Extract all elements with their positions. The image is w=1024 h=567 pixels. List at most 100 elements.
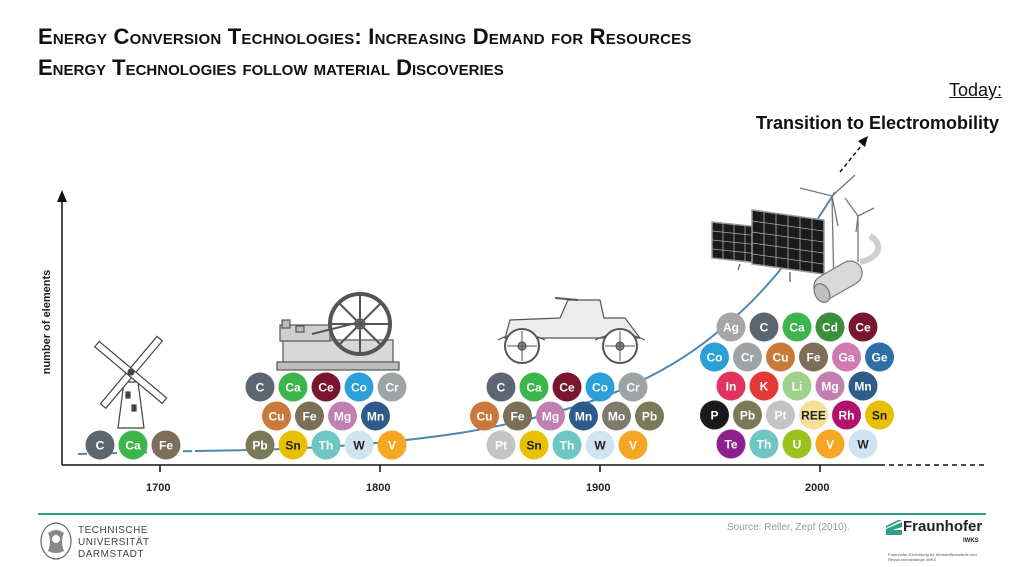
element-fe: Fe [151,430,181,460]
element-c: C [245,372,275,402]
y-axis-arrow [57,190,67,202]
element-symbol: Cr [626,381,640,395]
element-ga: Ga [832,342,861,372]
transition-label: Transition to Electromobility [756,113,1000,133]
element-sn: Sn [519,430,549,460]
element-pt: Pt [766,400,795,430]
element-symbol: Th [319,439,334,453]
tu-line-2: UNIVERSITÄT [78,537,150,548]
element-ag: Ag [716,312,746,342]
element-symbol: Mg [542,410,559,424]
source-citation: Source: Reller, Zepf (2010). [727,522,850,533]
subtitle-prefix: Energy Technologies follow [38,55,314,80]
element-co: Co [344,372,374,402]
element-u: U [782,429,812,459]
x-tick-1800: 1800 [366,482,391,494]
element-circle [602,401,631,431]
page-title: Energy Conversion Technologies: Increasi… [38,24,692,49]
element-circle [618,372,648,402]
element-pb: Pb [635,401,664,431]
element-circle [503,401,532,431]
element-symbol: Co [592,381,608,395]
element-symbol: Cr [741,351,755,365]
element-rh: Rh [832,400,861,430]
element-circle [85,430,115,460]
element-mo: Mo [602,401,631,431]
element-ce: Ce [848,312,878,342]
element-symbol: Ce [318,381,334,395]
element-circle [519,372,549,402]
element-symbol: Cu [477,410,493,424]
element-symbol: K [760,380,769,394]
element-circle [635,401,664,431]
element-mn: Mn [361,401,390,431]
element-pb: Pb [245,430,275,460]
element-fe: Fe [503,401,532,431]
element-c: C [749,312,779,342]
element-symbol: Pt [495,439,507,453]
steam-engine-icon [276,292,400,371]
element-circle [782,371,812,401]
element-symbol: C [760,321,769,335]
element-circle [700,400,729,430]
element-symbol: C [96,439,105,453]
tu-line-3: DARMSTADT [78,549,144,560]
element-c: C [85,430,115,460]
element-symbol: Mn [575,410,592,424]
element-ce: Ce [552,372,582,402]
element-cu: Cu [262,401,291,431]
element-circle [733,342,762,372]
element-symbol: W [594,439,606,453]
element-symbol: Sn [872,409,887,423]
car-icon [497,297,646,364]
element-circle [536,401,565,431]
element-circle [311,430,341,460]
element-symbol: Fe [159,439,173,453]
element-co: Co [585,372,615,402]
element-symbol: In [726,380,737,394]
element-circle [700,342,729,372]
element-v: V [815,429,845,459]
element-circle [716,312,746,342]
element-th: Th [311,430,341,460]
element-symbol: Fe [302,410,316,424]
x-tick-1900: 1900 [586,482,611,494]
element-ge: Ge [865,342,894,372]
element-co: Co [700,342,729,372]
element-fe: Fe [799,342,828,372]
element-circle [377,372,407,402]
element-symbol: C [497,381,506,395]
element-symbol: Mg [334,410,351,424]
element-circle [552,372,582,402]
element-symbol: Ag [723,321,739,335]
element-symbol: Pb [642,410,657,424]
element-w: W [585,430,615,460]
page-subtitle: Energy Technologies follow material Disc… [38,55,504,81]
element-te: Te [716,429,746,459]
tu-line-1: TECHNISCHE [78,525,149,536]
element-symbol: Th [560,439,575,453]
element-circle [311,372,341,402]
element-circle [832,342,861,372]
element-symbol: Mn [367,410,384,424]
element-symbol: Co [351,381,367,395]
element-li: Li [782,371,812,401]
element-ca: Ca [782,312,812,342]
element-symbol: W [353,439,365,453]
element-symbol: Th [757,438,772,452]
transition-arrow [839,139,867,173]
element-cu: Cu [766,342,795,372]
element-circle [618,430,648,460]
element-cr: Cr [618,372,648,402]
element-circle [815,312,845,342]
element-cr: Cr [733,342,762,372]
element-th: Th [749,429,779,459]
element-symbol: Ce [559,381,575,395]
element-circle [344,430,374,460]
element-symbol: Ca [125,439,141,453]
element-symbol: REE [801,409,826,423]
element-w: W [344,430,374,460]
element-circle [766,400,795,430]
element-circle [733,400,762,430]
tu-darmstadt-name: TECHNISCHE UNIVERSITÄT DARMSTADT [78,525,150,561]
